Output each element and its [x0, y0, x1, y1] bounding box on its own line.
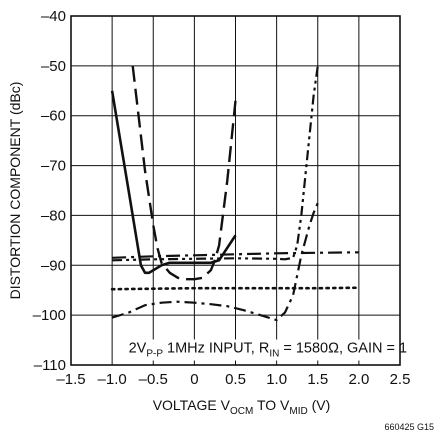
y-tick-label: –70 [41, 158, 66, 175]
annotation-part: 2V [129, 341, 147, 357]
x-tick-label: –1.5 [56, 371, 85, 388]
plot-frame [70, 15, 401, 366]
series-line-3 [111, 202, 319, 322]
y-tick-label: –40 [41, 8, 66, 25]
y-tick-label: –100 [33, 307, 66, 324]
x-tick-label: 0.5 [225, 371, 246, 388]
x-axis-label-part: (V) [308, 397, 331, 413]
annotation-sub: IN [269, 349, 279, 360]
series-lines [110, 65, 361, 322]
x-tick-label: 1.5 [307, 371, 328, 388]
x-axis-label-part: VOLTAGE V [153, 397, 231, 413]
y-tick-label: –50 [41, 58, 66, 75]
y-tick-labels: –110 –100 –90 –80 –70 –60 –50 –40 [33, 8, 66, 374]
series-line-5 [110, 286, 361, 291]
x-tick-label: –0.5 [139, 371, 168, 388]
annotation-background [125, 339, 399, 361]
x-tick-label: –1.0 [98, 371, 127, 388]
annotation-text: 2VP-P 1MHz INPUT, RIN = 1580Ω, GAIN = 1 [129, 341, 407, 360]
annotation-part: 1MHz INPUT, R [163, 341, 269, 357]
y-tick-label: –80 [41, 207, 66, 224]
x-axis-label-sub: MID [289, 406, 307, 417]
x-axis-label-part: TO V [253, 397, 290, 413]
y-tick-label: –60 [41, 108, 66, 125]
y-tick-label: –90 [41, 257, 66, 274]
annotation-part: = 1580Ω, GAIN = 1 [279, 341, 407, 357]
figure-id: 660425 G15 [384, 422, 434, 432]
x-axis-label: VOLTAGE VOCM TO VMID (V) [153, 397, 331, 417]
x-tick-label: 2.5 [390, 371, 411, 388]
x-tick-label: 0 [190, 371, 198, 388]
x-tick-labels: –1.5 –1.0 –0.5 0 0.5 1.0 1.5 2.0 2.5 [56, 371, 410, 388]
y-axis-label: DISTORTION COMPONENT (dBc) [7, 82, 23, 300]
x-tick-label: 2.0 [348, 371, 369, 388]
annotation-sub: P-P [146, 349, 163, 360]
x-tick-label: 1.0 [266, 371, 287, 388]
y-tick-label: –110 [34, 357, 66, 374]
series-line-1 [110, 90, 237, 275]
x-axis-label-sub: OCM [230, 406, 253, 417]
series-line-2 [131, 65, 237, 281]
